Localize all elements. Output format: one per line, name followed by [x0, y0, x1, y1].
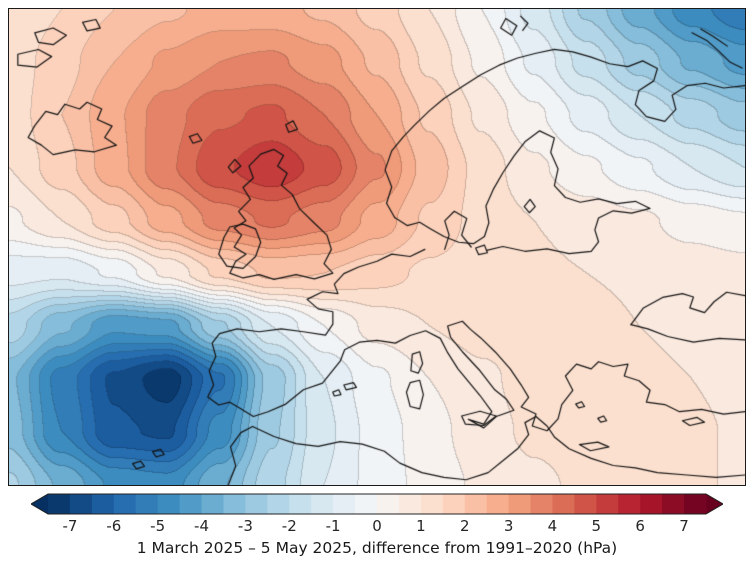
- colorbar-band: [618, 494, 641, 514]
- colorbar-band: [574, 494, 597, 514]
- colorbar-band: [201, 494, 225, 514]
- colorbar-tick-label: 3: [503, 517, 514, 535]
- colorbar-tick-label: -3: [237, 517, 253, 535]
- colorbar-band: [311, 494, 334, 514]
- colorbar-band: [157, 494, 181, 514]
- colorbar-band: [48, 494, 71, 514]
- colorbar-band: [464, 494, 488, 514]
- colorbar-band: [486, 494, 510, 514]
- colorbar-right-arrow: [706, 494, 723, 514]
- colorbar-band: [289, 494, 312, 514]
- map-caption: 1 March 2025 – 5 May 2025, difference fr…: [136, 539, 618, 557]
- colorbar: [30, 493, 724, 515]
- colorbar-svg: [30, 493, 724, 515]
- colorbar-left-arrow: [31, 494, 48, 514]
- colorbar-band: [684, 494, 707, 514]
- colorbar-tick-label: 1: [416, 517, 426, 535]
- colorbar-band: [596, 494, 619, 514]
- colorbar-tick-label: 2: [459, 517, 470, 535]
- colorbar-band: [267, 494, 290, 514]
- colorbar-tick-label: -6: [106, 517, 122, 535]
- colorbar-band: [552, 494, 575, 514]
- colorbar-band: [355, 494, 378, 514]
- colorbar-band: [420, 494, 444, 514]
- colorbar-band: [179, 494, 203, 514]
- colorbar-band: [91, 494, 115, 514]
- colorbar-tick-label: 4: [547, 517, 558, 535]
- colorbar-band: [442, 494, 466, 514]
- colorbar-band: [333, 494, 356, 514]
- contour-map-canvas: [9, 9, 745, 485]
- colorbar-tick-label: -4: [194, 517, 210, 535]
- colorbar-band: [398, 494, 422, 514]
- colorbar-band: [662, 494, 685, 514]
- colorbar-band: [69, 494, 93, 514]
- colorbar-band: [135, 494, 159, 514]
- colorbar-tick-label: -1: [325, 517, 341, 535]
- colorbar-tick-label: -7: [62, 517, 78, 535]
- colorbar-tick-label: 6: [635, 517, 645, 535]
- colorbar-band: [640, 494, 663, 514]
- colorbar-tick-label: -5: [150, 517, 166, 535]
- colorbar-band: [508, 494, 532, 514]
- colorbar-ticks: -7 -6 -5 -4 -3 -2 -1 0 1 2 3 4 5 6 7: [31, 517, 723, 536]
- colorbar-band: [223, 494, 246, 514]
- colorbar-band: [113, 494, 137, 514]
- colorbar-tick-label: 0: [372, 517, 382, 535]
- colorbar-band: [377, 494, 400, 514]
- colorbar-band: [530, 494, 554, 514]
- colorbar-band: [245, 494, 268, 514]
- anomaly-map-frame: [8, 8, 746, 486]
- colorbar-tick-label: 7: [679, 517, 689, 535]
- colorbar-tick-label: 5: [591, 517, 602, 535]
- colorbar-tick-label: -2: [281, 517, 297, 535]
